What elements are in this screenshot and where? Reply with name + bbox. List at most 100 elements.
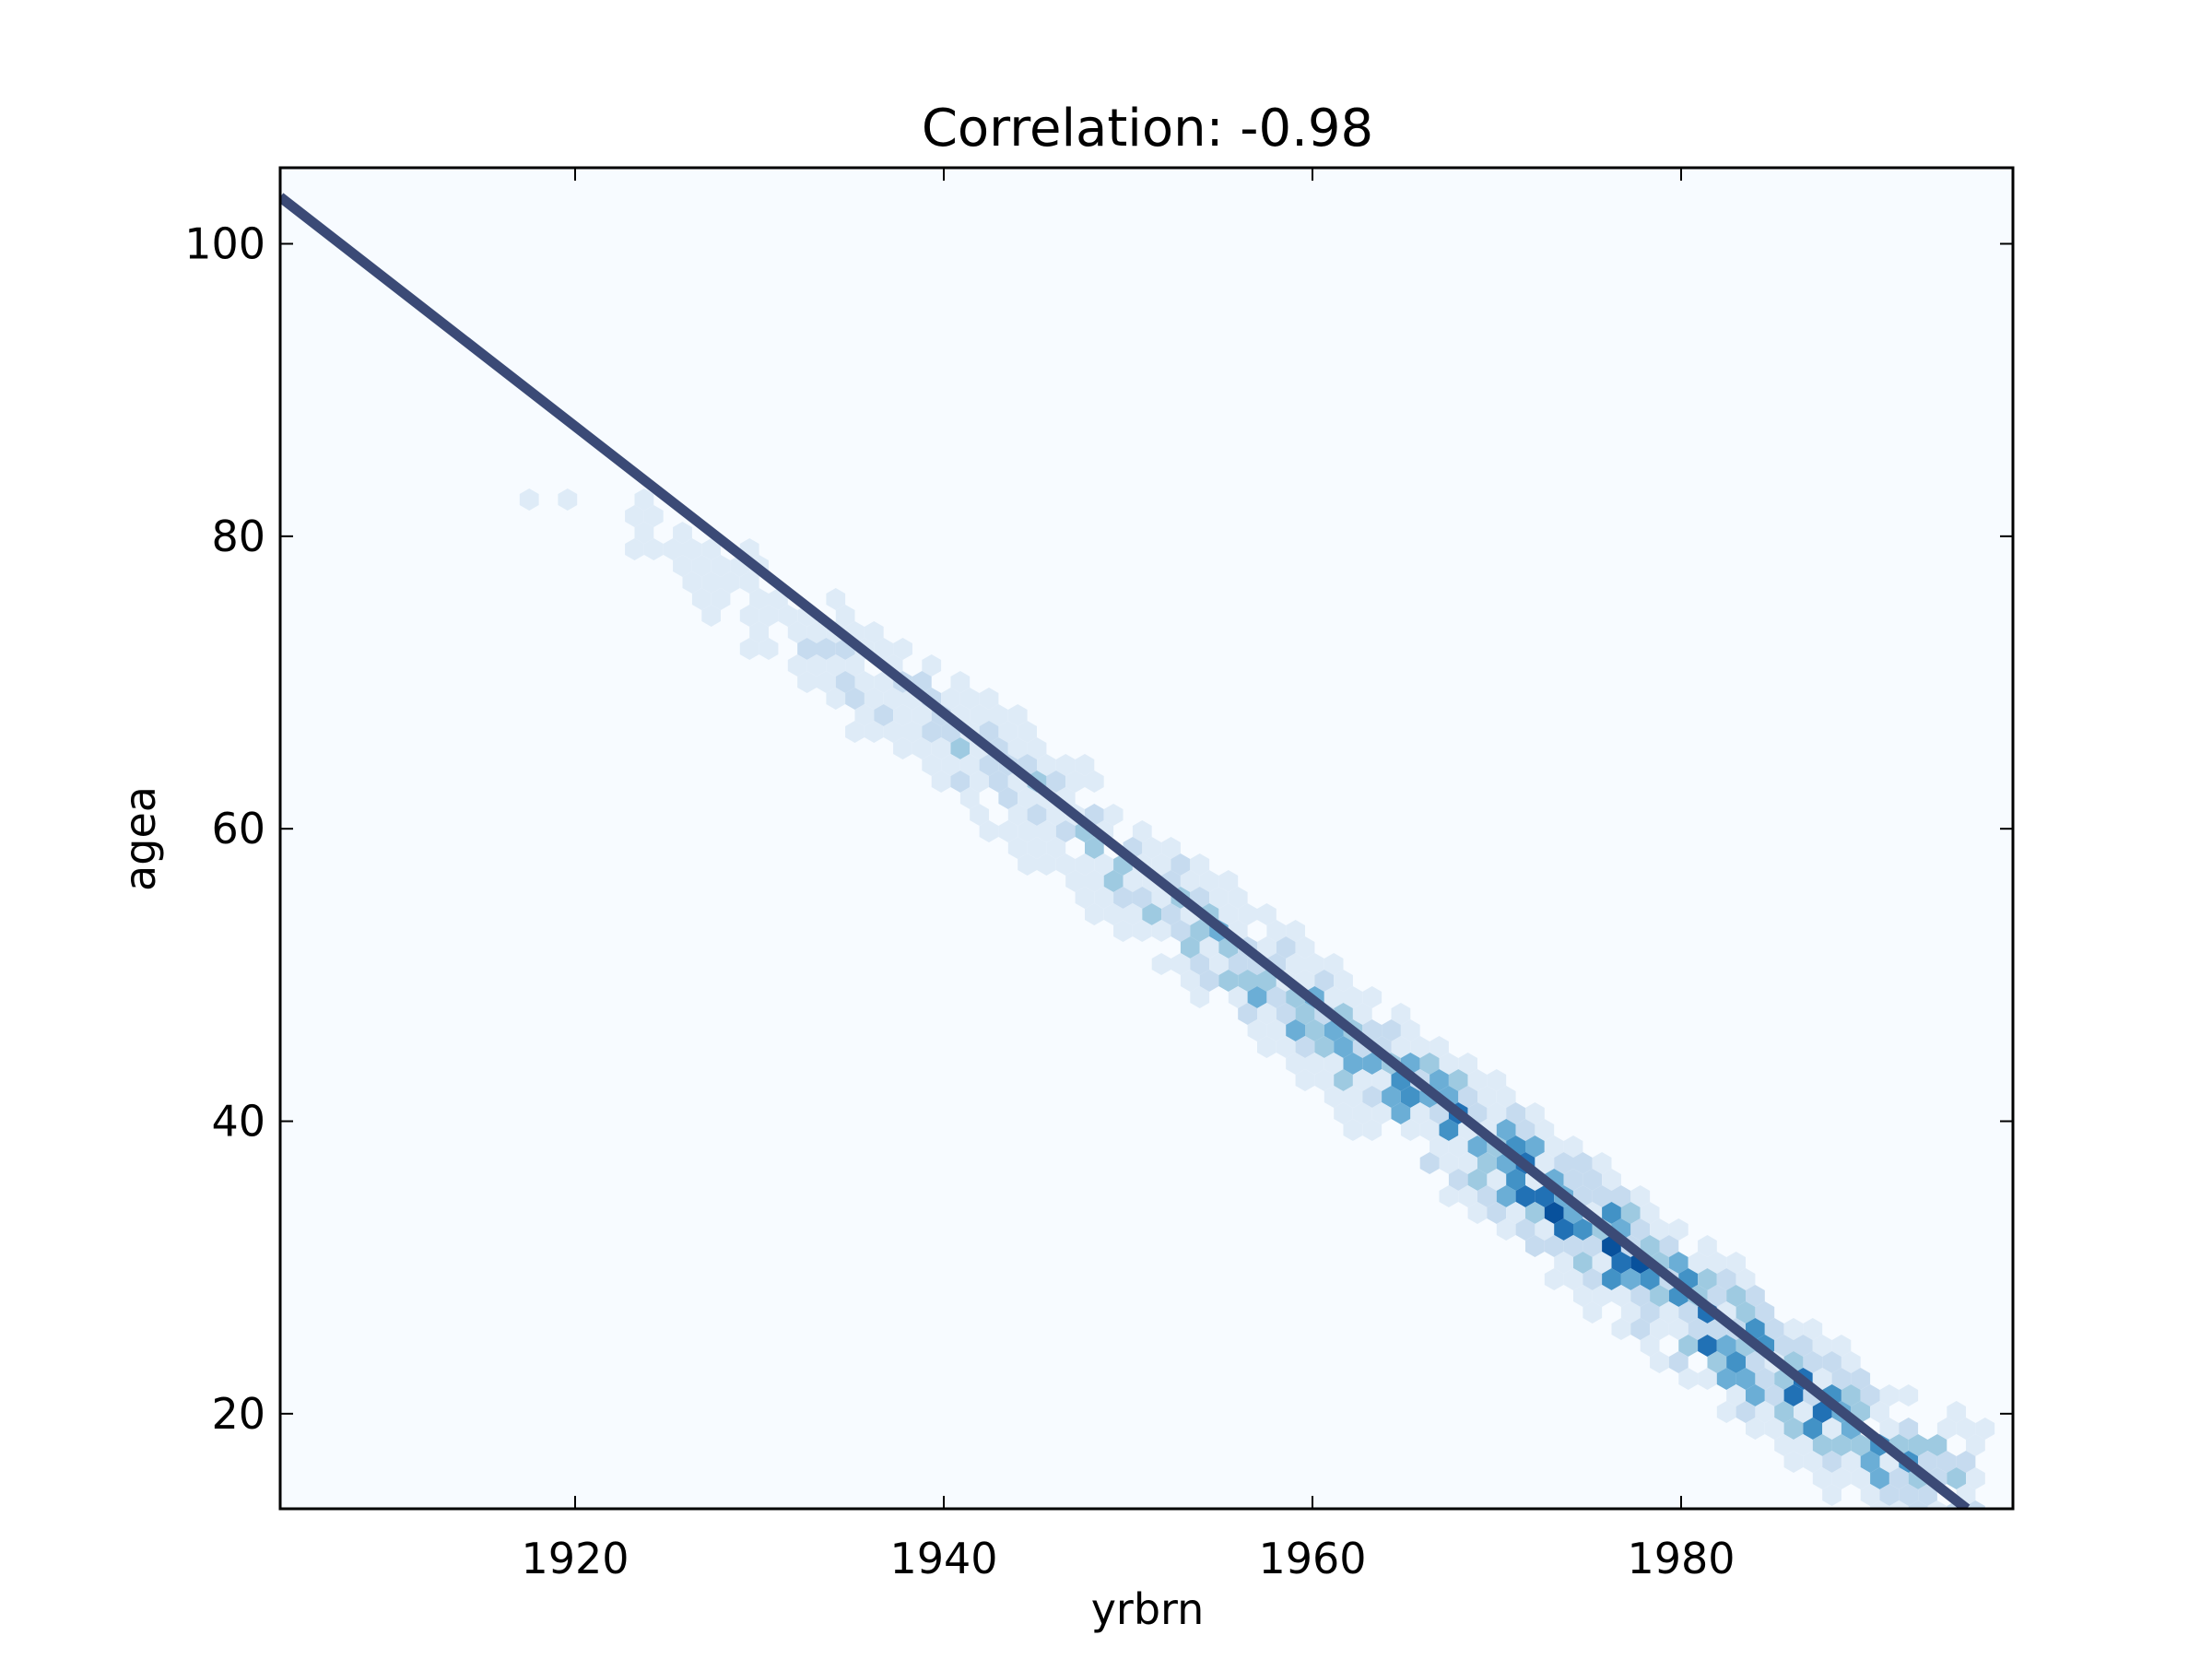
hexbin-cell <box>749 621 769 643</box>
hexbin-cell <box>673 555 692 577</box>
hexbin-cell <box>1314 970 1335 992</box>
hexbin-cell <box>1295 1036 1315 1058</box>
hexbin-cell <box>1199 936 1219 959</box>
hexbin-cell <box>1583 1169 1603 1191</box>
hexbin-cell <box>1707 1252 1727 1274</box>
hexbin-cell <box>1400 1086 1420 1108</box>
hexbin-cell <box>1956 1418 1976 1440</box>
hexbin-cell <box>1352 1003 1372 1025</box>
hexbin-cell <box>1132 887 1152 909</box>
hexbin-cell <box>625 538 644 560</box>
hexbin-cell <box>1295 936 1315 959</box>
hexbin-cell <box>1592 1185 1612 1207</box>
hexbin-cell <box>893 737 912 759</box>
hexbin-cell <box>1573 1218 1593 1241</box>
hexbin-cell <box>1343 1053 1363 1075</box>
hexbin-cell <box>1668 1351 1688 1373</box>
hexbin-cell <box>1735 1401 1756 1423</box>
hexbin-cell <box>912 704 932 726</box>
hexbin-cell <box>1334 1036 1353 1058</box>
hexbin-cell <box>1966 1467 1985 1489</box>
hexbin-cell <box>1812 1368 1832 1390</box>
hexbin-cell <box>1151 953 1171 975</box>
hexbin-cell <box>1630 1285 1651 1307</box>
hexbin-cell <box>1458 1185 1477 1207</box>
hexbin-cell <box>1640 1235 1660 1257</box>
hexbin-cell <box>1583 1301 1603 1324</box>
hexbin-cell <box>1151 920 1171 942</box>
hexbin-cell <box>1362 1086 1382 1108</box>
hexbin-cell <box>1362 1019 1382 1041</box>
hexbin-cell <box>1755 1301 1775 1324</box>
hexbin-cell <box>1774 1401 1794 1423</box>
hexbin-cell <box>1831 1434 1852 1456</box>
hexbin-cell <box>1611 1285 1631 1307</box>
hexbin-cell <box>1812 1467 1832 1489</box>
hexbin-cell <box>1936 1418 1957 1440</box>
hexbin-cell <box>1324 986 1344 1008</box>
y-axis-label: agea <box>115 786 165 891</box>
hexbin-cell <box>1439 1119 1459 1141</box>
hexbin-cell <box>701 538 721 560</box>
fit-line <box>280 193 1971 1509</box>
hexbin-cell <box>1764 1418 1784 1440</box>
hexbin-cell <box>1496 1086 1516 1108</box>
hexbin-cell <box>1257 970 1277 992</box>
hexbin-cell <box>1640 1202 1660 1224</box>
hexbin-cell <box>1142 903 1162 925</box>
hexbin-cell <box>1735 1368 1756 1390</box>
hexbin-cell <box>959 688 980 710</box>
hexbin-cell <box>950 737 971 759</box>
hexbin-cell <box>1525 1202 1545 1224</box>
hexbin-cell <box>1506 1102 1525 1124</box>
hexbin-cell <box>959 754 980 776</box>
hexbin-cell <box>1180 870 1200 892</box>
hexbin-cell <box>1870 1500 1889 1509</box>
hexbin-cell <box>1726 1252 1746 1274</box>
hexbin-cell <box>941 754 960 776</box>
hexbin-cell <box>1419 1152 1440 1174</box>
hexbin-cell <box>1037 820 1056 842</box>
hexbin-cell <box>1018 820 1037 842</box>
hexbin-cell <box>1218 870 1239 892</box>
hexbin-cell <box>1496 1119 1516 1141</box>
hexbin-cell <box>979 721 999 743</box>
hexbin-cell <box>1678 1335 1699 1357</box>
hexbin-cell <box>1899 1384 1919 1406</box>
hexbin-cell <box>1947 1467 1966 1489</box>
hexbin-cell <box>989 771 1008 793</box>
hexbin-cell <box>1439 1152 1459 1174</box>
hexbin-cell <box>1055 853 1076 876</box>
hexbin-cell <box>1142 837 1162 859</box>
hexbin-cell <box>883 721 903 743</box>
hexbin-cell <box>1716 1335 1736 1357</box>
hexbin-cell <box>1860 1484 1880 1506</box>
hexbin-cell <box>1735 1301 1756 1324</box>
hexbin-cell <box>1324 953 1344 975</box>
hexbin-cell <box>1228 986 1248 1008</box>
hexbin-cell <box>1966 1500 1985 1509</box>
hexbin-cell <box>1094 853 1114 876</box>
hexbin-cell <box>1343 1119 1363 1141</box>
hexbin-cell <box>1611 1318 1631 1340</box>
hexbin-cell <box>1400 1119 1420 1141</box>
hexbin-cell <box>1324 1053 1344 1075</box>
hexbin-cell <box>1467 1135 1488 1158</box>
hexbin-cell <box>817 638 836 660</box>
hexbin-cell <box>1305 1053 1324 1075</box>
hexbin-cell <box>1794 1434 1813 1456</box>
hexbin-cell <box>1908 1434 1928 1456</box>
hexbin-cell <box>1430 1036 1449 1058</box>
hexbin-cell <box>1650 1218 1669 1241</box>
hexbin-cell <box>835 671 855 693</box>
hexbin-cell <box>1018 721 1037 743</box>
hexbin-cell <box>1956 1451 1976 1473</box>
hexbin-cell <box>826 688 846 710</box>
hexbin-cell <box>1716 1401 1736 1423</box>
hexbin-cell <box>1266 1019 1287 1041</box>
hexbin-cell <box>1592 1285 1612 1307</box>
hexbin-cell <box>1430 1069 1449 1091</box>
hexbin-cell <box>1783 1418 1804 1440</box>
hexbin-cell <box>1640 1335 1660 1357</box>
hexbin-cell <box>1515 1185 1535 1207</box>
